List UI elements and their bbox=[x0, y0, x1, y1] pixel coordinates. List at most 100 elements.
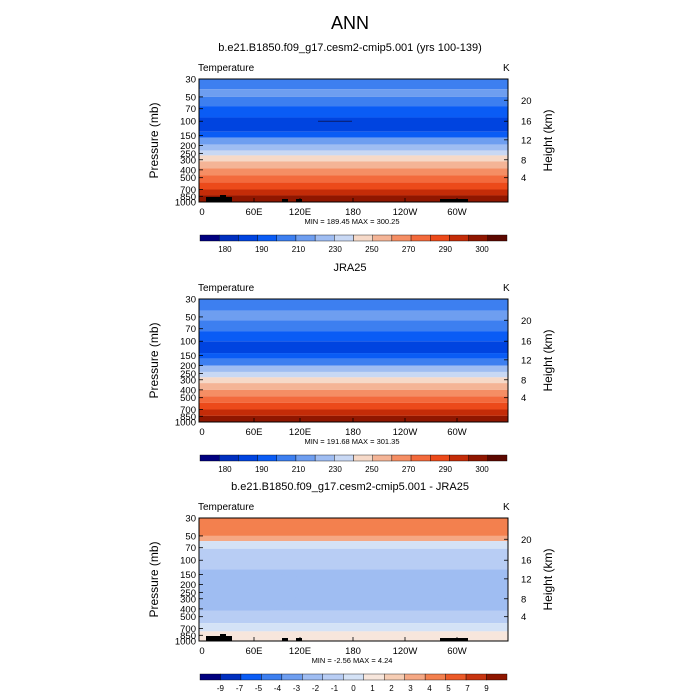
contour-band bbox=[199, 189, 508, 196]
plot-frame bbox=[198, 78, 509, 203]
colorbar-label: 180 bbox=[218, 465, 232, 474]
colorbar-swatch bbox=[257, 454, 277, 462]
colorbar-swatch bbox=[199, 234, 220, 242]
topography-mask bbox=[206, 636, 232, 641]
colorbar-swatch bbox=[218, 234, 239, 242]
colorbar-label: 190 bbox=[255, 465, 269, 474]
colorbar-swatch bbox=[410, 234, 431, 242]
colorbar-swatch bbox=[410, 454, 431, 462]
y2-tick-label: 8 bbox=[521, 155, 526, 166]
contour-band bbox=[199, 144, 508, 151]
contour-band bbox=[199, 299, 508, 311]
topography-mask bbox=[282, 199, 288, 202]
colorbar-swatch bbox=[343, 673, 364, 681]
plot-frame bbox=[198, 298, 509, 423]
x-tick-label: 180 bbox=[345, 207, 361, 218]
y2-tick-label: 12 bbox=[521, 135, 532, 146]
colorbar-swatch bbox=[295, 454, 316, 462]
contour-band bbox=[199, 168, 508, 176]
panel-1: b.e21.B1850.f09_g17.cesm2-cmip5.001 (yrs… bbox=[147, 42, 555, 254]
contour-band bbox=[199, 155, 508, 162]
colorbar-label: 250 bbox=[365, 245, 379, 254]
x-tick-label: 0 bbox=[199, 207, 204, 218]
topography-mask bbox=[220, 634, 226, 641]
variable-label: Temperature bbox=[198, 63, 255, 74]
y-tick-label: 30 bbox=[185, 75, 196, 86]
contour-band bbox=[199, 89, 508, 97]
contour-band bbox=[199, 341, 508, 354]
colorbar-label: 180 bbox=[218, 245, 232, 254]
colorbar-label: 300 bbox=[475, 245, 489, 254]
colorbar-swatch bbox=[430, 234, 450, 242]
min-max-stats: MIN = -2.56 MAX = 4.24 bbox=[312, 656, 393, 665]
colorbar-label: -7 bbox=[236, 684, 244, 693]
x-tick-label: 120W bbox=[393, 427, 418, 438]
contour-band bbox=[199, 415, 508, 422]
y-tick-label: 400 bbox=[180, 385, 196, 396]
y2-tick-label: 20 bbox=[521, 535, 532, 546]
colorbar-label: 2 bbox=[389, 684, 394, 693]
y-tick-label: 500 bbox=[180, 393, 196, 404]
x-tick-label: 180 bbox=[345, 427, 361, 438]
y2-tick-label: 20 bbox=[521, 96, 532, 107]
y-tick-label: 400 bbox=[180, 604, 196, 615]
colorbar-swatch bbox=[424, 673, 446, 681]
topography-mask bbox=[220, 195, 226, 202]
contour-band bbox=[199, 377, 508, 384]
topography-mask bbox=[440, 199, 468, 202]
y-tick-label: 500 bbox=[180, 612, 196, 623]
colorbar-label: 230 bbox=[328, 245, 342, 254]
figure-title: ANN bbox=[331, 13, 369, 33]
contour-band bbox=[199, 150, 508, 156]
y2-axis-label: Height (km) bbox=[541, 548, 555, 610]
variable-label: Temperature bbox=[198, 502, 255, 513]
x-tick-label: 0 bbox=[199, 646, 204, 657]
y-axis-label: Pressure (mb) bbox=[147, 322, 161, 398]
colorbar-swatch bbox=[449, 234, 469, 242]
min-max-stats: MIN = 191.68 MAX = 301.35 bbox=[304, 437, 399, 446]
y2-tick-label: 4 bbox=[521, 393, 526, 404]
colorbar-swatch bbox=[218, 454, 239, 462]
contour-band bbox=[199, 409, 508, 416]
contour-band bbox=[199, 610, 508, 624]
contour-band bbox=[199, 175, 508, 183]
y-tick-label: 850 bbox=[180, 631, 196, 642]
x-tick-label: 120E bbox=[289, 646, 311, 657]
colorbar-swatch bbox=[295, 234, 316, 242]
y-tick-label: 1000 bbox=[175, 418, 196, 429]
x-tick-label: 120W bbox=[393, 207, 418, 218]
contour-band bbox=[199, 353, 508, 359]
y-tick-label: 400 bbox=[180, 165, 196, 176]
y-tick-label: 150 bbox=[180, 351, 196, 362]
contour-band bbox=[400, 574, 508, 611]
contour-band bbox=[199, 79, 508, 90]
contour-band bbox=[199, 548, 508, 570]
y2-tick-label: 12 bbox=[521, 355, 532, 366]
contour-band bbox=[199, 633, 508, 641]
colorbar-swatch bbox=[372, 234, 393, 242]
y2-axis-label: Height (km) bbox=[541, 329, 555, 391]
y2-tick-label: 4 bbox=[521, 612, 526, 623]
contour-band bbox=[199, 182, 508, 190]
colorbar-label: 270 bbox=[402, 245, 416, 254]
colorbar-label: 290 bbox=[439, 245, 453, 254]
y2-tick-label: 12 bbox=[521, 574, 532, 585]
y-tick-label: 850 bbox=[180, 412, 196, 423]
y-tick-label: 250 bbox=[180, 149, 196, 160]
panel-title: b.e21.B1850.f09_g17.cesm2-cmip5.001 - JR… bbox=[231, 481, 469, 493]
y2-tick-label: 16 bbox=[521, 337, 532, 348]
x-tick-label: 120W bbox=[393, 646, 418, 657]
contour-band bbox=[199, 195, 508, 202]
colorbar-swatch bbox=[238, 234, 258, 242]
colorbar-swatch bbox=[487, 234, 508, 242]
colorbar-swatch bbox=[449, 454, 469, 462]
contour-band bbox=[199, 573, 299, 611]
colorbar-swatch bbox=[281, 673, 303, 681]
y-tick-label: 700 bbox=[180, 185, 196, 196]
contour-band bbox=[199, 310, 508, 321]
x-tick-label: 180 bbox=[345, 646, 361, 657]
y-axis-label: Pressure (mb) bbox=[147, 541, 161, 617]
y-tick-label: 200 bbox=[180, 361, 196, 372]
y-tick-label: 700 bbox=[180, 624, 196, 635]
